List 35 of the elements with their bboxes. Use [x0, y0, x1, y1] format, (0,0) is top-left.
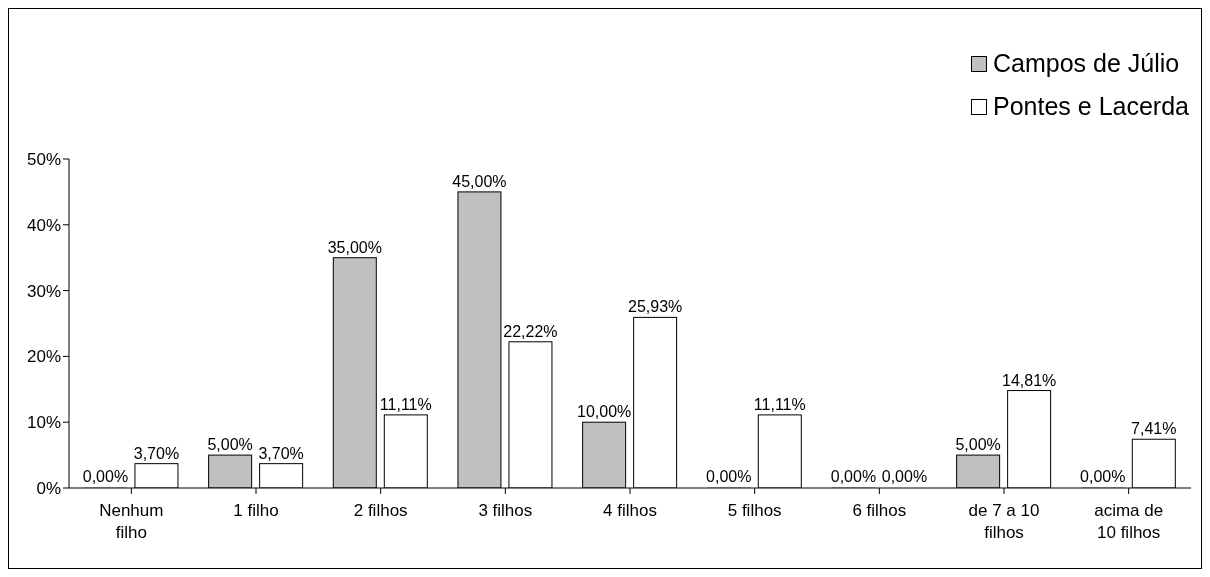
x-tick-label: 5 filhos	[727, 501, 782, 520]
data-label: 22,22%	[503, 322, 558, 340]
y-tick-label: 10%	[26, 413, 61, 433]
data-label: 0,00%	[881, 468, 928, 485]
data-label: 11,11%	[379, 395, 432, 413]
data-label: 0,00%	[1080, 468, 1126, 485]
y-tick-label: 50%	[26, 150, 61, 170]
data-label: 45,00%	[452, 172, 507, 190]
x-tick-label: 3 filhos	[478, 501, 533, 520]
data-label: 5,00%	[955, 436, 1001, 454]
x-tick-label: 1 filho	[233, 501, 279, 520]
x-tick-label: acima de 10 filhos	[1094, 501, 1164, 542]
data-label: 5,00%	[207, 436, 253, 454]
data-label: 25,93%	[627, 298, 683, 316]
data-label: 0,00%	[830, 468, 877, 485]
y-tick-label: 40%	[26, 215, 61, 235]
data-label: 0,00%	[82, 468, 129, 485]
data-label: 35,00%	[327, 238, 382, 256]
data-label: 0,00%	[706, 468, 752, 485]
legend-label: Campos de Júlio	[993, 49, 1180, 78]
x-tick-label: Nenhum filho	[99, 501, 164, 542]
data-label: 3,70%	[258, 444, 304, 462]
y-tick-label: 0%	[36, 479, 61, 499]
y-tick-label: 30%	[26, 281, 61, 301]
x-tick-label: 4 filhos	[603, 501, 657, 520]
x-tick-label: de 7 a 10 filhos	[968, 501, 1040, 542]
data-label: 3,70%	[133, 444, 180, 462]
x-tick-label: 2 filhos	[353, 501, 408, 520]
data-label: 14,81%	[1001, 371, 1057, 389]
data-label: 7,41%	[1131, 420, 1177, 438]
data-label: 11,11%	[753, 395, 806, 413]
legend-label: Pontes e Lacerda	[993, 92, 1189, 121]
y-tick-label: 20%	[26, 347, 61, 367]
x-tick-label: 6 filhos	[852, 501, 907, 520]
data-label: 10,00%	[576, 403, 632, 421]
